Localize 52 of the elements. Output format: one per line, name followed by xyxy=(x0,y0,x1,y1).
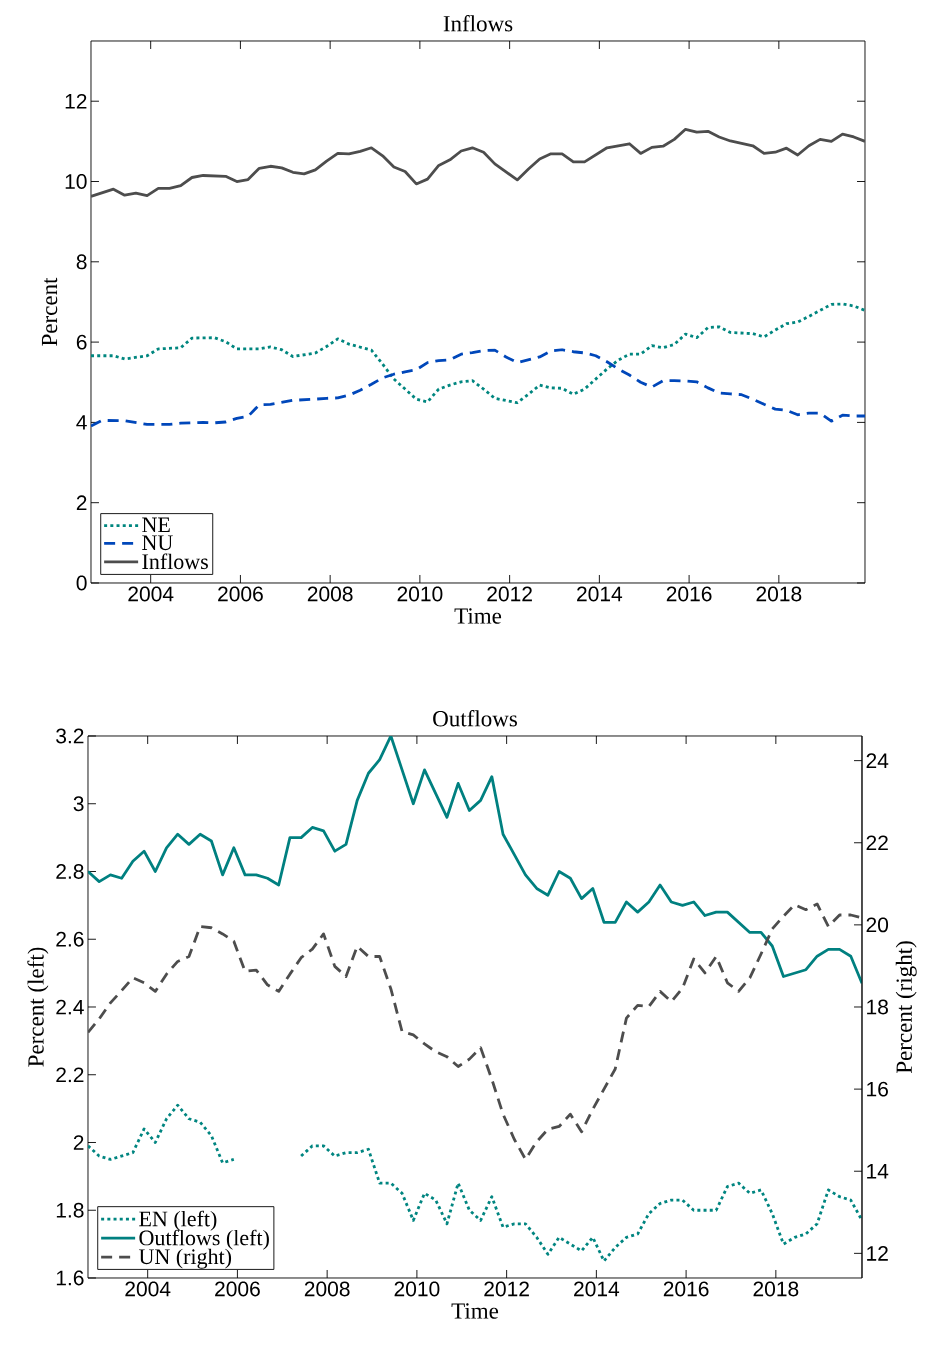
x-tick-label: 2012 xyxy=(487,586,532,602)
x-tick-label: 2016 xyxy=(663,1281,709,1297)
y-tick-label: 2.6 xyxy=(56,931,84,947)
x-tick-label: 2008 xyxy=(304,1281,350,1297)
x-tick-label: 2004 xyxy=(128,586,174,602)
y-axis-title: Percent xyxy=(41,277,58,346)
y2-tick-label: 24 xyxy=(866,753,889,768)
x-tick-label: 2016 xyxy=(666,586,712,602)
y-tick-label: 12 xyxy=(65,93,87,109)
y-axis-title: Percent (left) xyxy=(27,947,49,1067)
y-tick-label: 0 xyxy=(76,575,87,591)
x-axis-title: Time xyxy=(451,1303,499,1319)
y2-tick-label: 14 xyxy=(867,1164,889,1179)
legend-label: UN (right) xyxy=(138,1248,232,1269)
legend-label: NU xyxy=(142,535,173,551)
y-tick-label: 2 xyxy=(76,495,87,511)
y-tick-label: 1.8 xyxy=(56,1202,84,1218)
legend-label: NE xyxy=(142,517,170,533)
x-tick-label: 2006 xyxy=(218,586,263,602)
x-tick-label: 2012 xyxy=(484,1281,529,1297)
y-tick-label: 6 xyxy=(76,334,87,350)
x-tick-label: 2014 xyxy=(574,1281,620,1297)
x-tick-label: 2018 xyxy=(756,586,802,602)
y2-tick-label: 20 xyxy=(866,917,889,933)
y2-tick-label: 16 xyxy=(867,1081,888,1097)
y-tick-label: 2.2 xyxy=(56,1067,84,1083)
y-tick-label: 8 xyxy=(76,254,87,270)
x-tick-label: 2014 xyxy=(577,586,623,602)
y2-tick-label: 18 xyxy=(867,999,888,1015)
y-tick-label: 3 xyxy=(73,796,84,812)
x-axis-title: Time xyxy=(454,608,502,624)
y2-tick-label: 12 xyxy=(867,1246,888,1261)
legend-label: Inflows xyxy=(142,553,208,570)
y-tick-label: 2 xyxy=(73,1135,84,1150)
chart-title: Outflows xyxy=(433,710,517,727)
y-tick-label: 2.8 xyxy=(56,864,84,879)
chart-title: Inflows xyxy=(443,15,513,32)
x-tick-label: 2006 xyxy=(215,1281,260,1297)
legend-label: EN (left) xyxy=(139,1210,217,1231)
y-tick-label: 3.2 xyxy=(56,728,84,744)
x-tick-label: 2018 xyxy=(753,1281,799,1297)
x-tick-label: 2008 xyxy=(307,586,353,602)
x-tick-label: 2010 xyxy=(397,586,443,602)
y-tick-label: 4 xyxy=(76,415,87,430)
y-tick-label: 1.6 xyxy=(56,1270,84,1286)
y-tick-label: 2.4 xyxy=(56,999,84,1015)
y2-axis-title: Percent (right) xyxy=(895,941,917,1074)
x-tick-label: 2004 xyxy=(125,1281,171,1297)
x-tick-label: 2010 xyxy=(394,1281,440,1297)
y-tick-label: 10 xyxy=(65,174,87,189)
y2-tick-label: 22 xyxy=(866,835,888,851)
line-series xyxy=(91,127,865,198)
